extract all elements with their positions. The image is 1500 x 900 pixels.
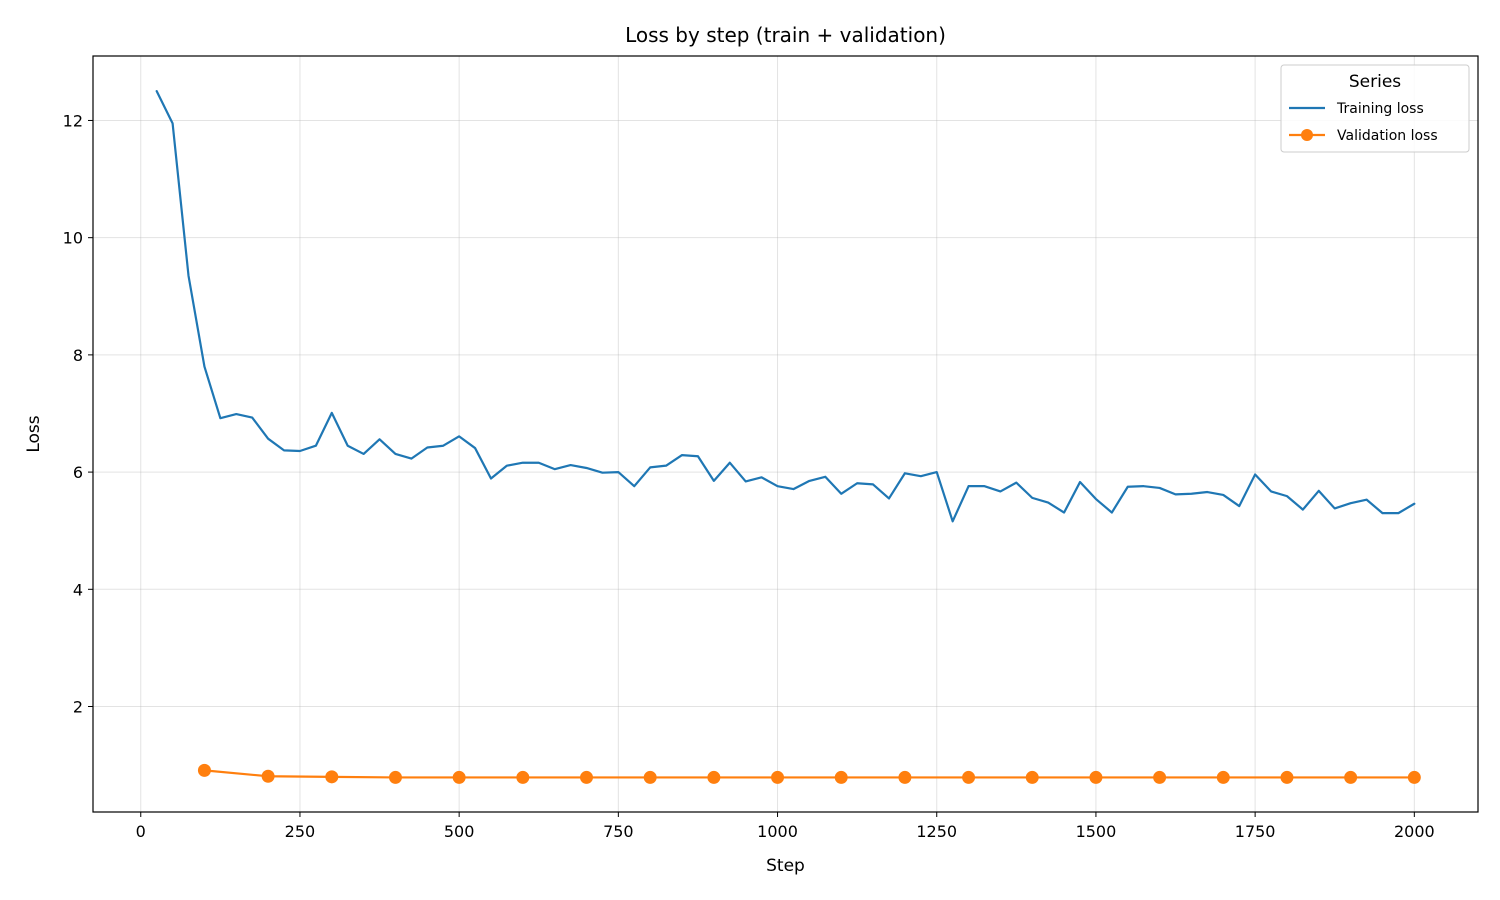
data-point-validation-loss: [834, 770, 848, 784]
data-point-validation-loss: [707, 770, 721, 784]
chart-title: Loss by step (train + validation): [625, 23, 946, 47]
x-tick-label: 1000: [757, 822, 798, 841]
y-tick-label: 8: [73, 346, 83, 365]
legend: Series Training loss Validation loss: [1280, 64, 1470, 153]
legend-marker-validation-loss: [1301, 129, 1313, 141]
data-point-validation-loss: [580, 770, 594, 784]
x-tick-label: 250: [285, 822, 316, 841]
x-tick-label: 1750: [1235, 822, 1276, 841]
data-point-validation-loss: [898, 770, 912, 784]
ticks: 0 250 500 750 1000 1250 1500 1750 2000 2 4 6 8 10 12: [63, 111, 1435, 841]
y-axis-title: Loss: [24, 415, 44, 452]
data-point-validation-loss: [388, 770, 402, 784]
data-point-validation-loss: [1407, 770, 1421, 784]
data-point-validation-loss: [1280, 770, 1294, 784]
x-axis-title: Step: [766, 856, 805, 876]
data-point-validation-loss: [452, 770, 466, 784]
legend-label-training-loss: Training loss: [1336, 101, 1424, 117]
legend-title: Series: [1349, 72, 1401, 92]
y-tick-label: 6: [73, 463, 83, 482]
y-tick-label: 10: [63, 229, 83, 248]
x-tick-label: 750: [603, 822, 634, 841]
x-tick-label: 500: [444, 822, 475, 841]
data-point-validation-loss: [1344, 770, 1358, 784]
data-point-validation-loss: [516, 770, 530, 784]
data-point-validation-loss: [1089, 770, 1103, 784]
data-point-validation-loss: [1153, 770, 1167, 784]
x-tick-label: 0: [136, 822, 146, 841]
y-tick-label: 12: [63, 111, 83, 130]
data-point-validation-loss: [1216, 770, 1230, 784]
data-point-validation-loss: [261, 769, 275, 783]
y-tick-label: 4: [73, 580, 83, 599]
data-point-validation-loss: [1025, 770, 1039, 784]
y-tick-label: 2: [73, 698, 83, 717]
x-tick-label: 1250: [916, 822, 957, 841]
legend-box: [1280, 64, 1470, 153]
data-point-validation-loss: [643, 770, 657, 784]
series-line-training-loss: [155, 90, 1416, 523]
data-point-validation-loss: [962, 770, 976, 784]
plot-frame: [92, 55, 1479, 813]
data-point-validation-loss: [771, 770, 785, 784]
series-line-validation-loss: [203, 769, 1416, 779]
x-tick-label: 1500: [1076, 822, 1117, 841]
grid: [93, 56, 1478, 812]
x-tick-label: 2000: [1394, 822, 1435, 841]
legend-label-validation-loss: Validation loss: [1337, 128, 1438, 144]
data-point-validation-loss: [325, 770, 339, 784]
data-point-validation-loss: [197, 763, 211, 777]
series-layer: [155, 90, 1421, 784]
